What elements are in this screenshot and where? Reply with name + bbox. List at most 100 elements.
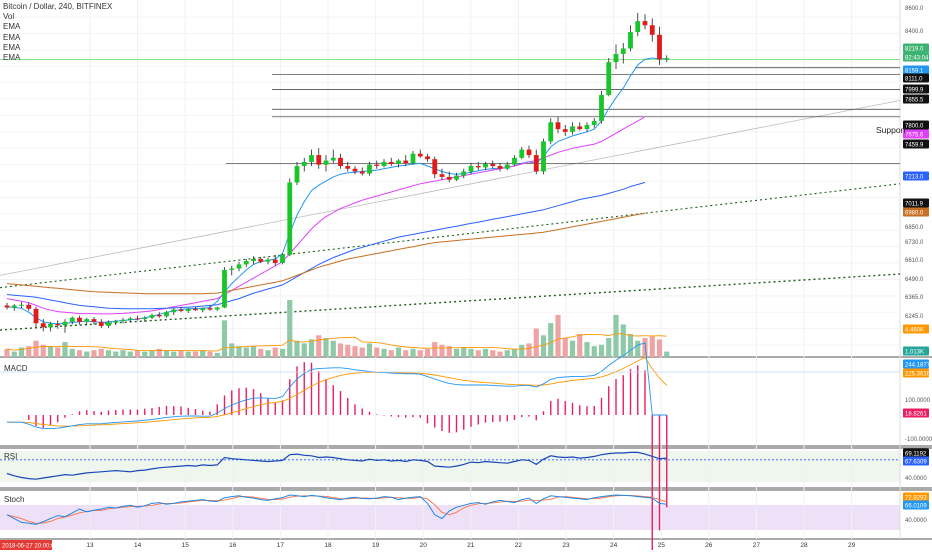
candle-body — [294, 166, 300, 183]
candle — [62, 319, 68, 333]
candle — [222, 267, 227, 309]
x-tick-label: 13 — [86, 542, 94, 549]
volume-bar — [410, 348, 416, 357]
candle — [367, 161, 372, 176]
candle-body — [396, 160, 401, 164]
candle-body — [135, 318, 140, 320]
volume-bar — [279, 348, 286, 357]
candle-body — [40, 323, 46, 328]
candle — [635, 12, 641, 37]
price-tag: 7459.9 — [903, 139, 929, 149]
price-tag-text: 7800.0 — [905, 124, 924, 130]
candle-body — [628, 32, 633, 49]
volume-bar — [11, 351, 17, 357]
ema-line — [6, 57, 667, 325]
candle-body — [142, 317, 148, 320]
volume-bar — [613, 314, 619, 357]
macd-signal-line — [7, 356, 668, 427]
volume-tag: 4.460K — [903, 324, 929, 334]
volume-bar — [577, 333, 583, 357]
volume-bar — [69, 348, 75, 357]
candle-body — [577, 126, 583, 130]
candle-body — [280, 254, 285, 264]
volume-bar — [388, 350, 394, 357]
macd-tag: 18.8261 — [903, 408, 929, 418]
price-tag-bg — [903, 129, 929, 139]
price-tag-bg — [903, 171, 929, 181]
candle — [374, 160, 380, 169]
x-tick-label: 29 — [848, 542, 856, 549]
candle — [149, 313, 155, 320]
volume-bar — [475, 350, 481, 357]
x-tick-label: 21 — [467, 542, 475, 549]
volume-bar — [192, 351, 199, 357]
macd-tag-bg — [903, 408, 929, 418]
candle-body — [258, 258, 264, 262]
price-tag-bg — [903, 207, 929, 217]
volume-bar — [482, 348, 489, 357]
candle-body — [483, 163, 488, 168]
candle-body — [657, 34, 662, 60]
candle — [512, 155, 517, 167]
candle-body — [55, 323, 61, 326]
price-tag-text: 7213.0 — [905, 175, 924, 181]
candle-body — [570, 126, 575, 132]
candle-body — [120, 319, 126, 322]
candle — [69, 316, 75, 325]
volume-bar — [352, 346, 358, 357]
rsi-tag: 67.6309 — [903, 456, 929, 466]
candle-body — [403, 160, 409, 164]
candle-body — [512, 157, 517, 165]
indicator-ema-2: EMA — [3, 32, 21, 42]
stoch-label: Stoch — [4, 495, 25, 504]
volume-bar — [424, 348, 431, 357]
volume-bar — [635, 340, 641, 357]
candle — [91, 317, 97, 325]
volume-bar — [584, 342, 590, 357]
price-tag: 6980.0 — [903, 207, 929, 217]
candle — [127, 317, 133, 322]
volume-bar — [221, 320, 228, 357]
candle-body — [446, 176, 452, 180]
candle — [475, 161, 481, 171]
candle — [48, 321, 53, 332]
candle — [606, 58, 612, 97]
candle-body — [178, 309, 184, 311]
price-tag-bg — [903, 120, 929, 130]
volume-bar — [62, 342, 68, 357]
price-tag: 7213.0 — [903, 171, 929, 181]
price-tag-bg — [903, 84, 929, 94]
candle-body — [323, 160, 329, 165]
volume-bar — [207, 351, 213, 357]
candle — [120, 317, 126, 324]
candle — [178, 306, 184, 313]
candle-body — [475, 166, 481, 168]
indicator-tick-label: 40.0000 — [905, 476, 927, 482]
volume-bar — [185, 351, 191, 357]
candle — [200, 307, 206, 313]
candle — [309, 149, 314, 167]
stoch-band — [0, 505, 900, 530]
candle — [113, 319, 119, 326]
volume-bar — [55, 347, 61, 357]
candle — [294, 161, 300, 186]
candle — [483, 161, 488, 171]
stoch-tag: 66.0109 — [903, 500, 929, 510]
candle-body — [309, 155, 314, 162]
candle — [657, 26, 662, 65]
stoch-k-line — [6, 494, 667, 525]
x-tick-label: 15 — [182, 542, 190, 549]
stoch-tag-text: 66.0109 — [905, 504, 927, 510]
candle — [584, 122, 590, 132]
price-tag-text: 8159.1 — [905, 69, 924, 75]
volume-bar — [620, 324, 626, 357]
candle-body — [127, 318, 133, 320]
candle — [26, 302, 32, 311]
candle-body — [490, 163, 496, 167]
volume-bar — [381, 348, 387, 357]
volume-bar — [265, 350, 271, 357]
candle — [55, 320, 61, 329]
candle-body — [185, 308, 191, 311]
